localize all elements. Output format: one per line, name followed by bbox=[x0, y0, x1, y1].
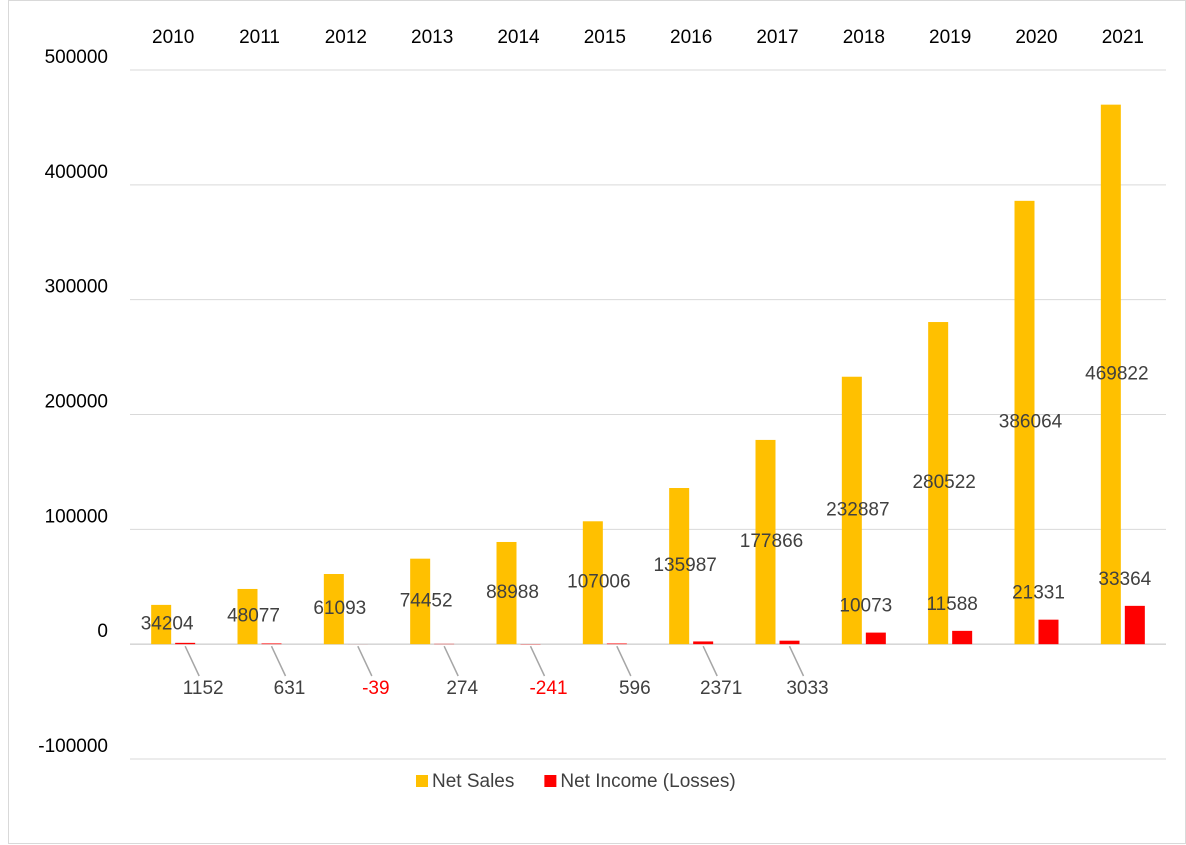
data-label: 61093 bbox=[313, 598, 366, 619]
chart-frame bbox=[8, 0, 1186, 844]
bar bbox=[496, 541, 517, 645]
data-label: 21331 bbox=[1012, 583, 1065, 604]
data-label: 10073 bbox=[839, 596, 892, 617]
bar bbox=[1014, 200, 1035, 645]
leader-line bbox=[270, 645, 287, 677]
data-label: 274 bbox=[446, 678, 478, 699]
y-tick-label: 400000 bbox=[45, 162, 108, 183]
bar bbox=[151, 604, 172, 645]
bar bbox=[1124, 605, 1145, 645]
bar bbox=[779, 640, 800, 645]
data-label: 74452 bbox=[400, 590, 453, 611]
bar bbox=[841, 376, 862, 645]
y-tick-label: -100000 bbox=[38, 736, 108, 757]
leader-line bbox=[529, 645, 546, 677]
x-tick-label: 2021 bbox=[1102, 27, 1144, 48]
leader-line bbox=[443, 645, 459, 677]
x-tick-label: 2019 bbox=[929, 27, 971, 48]
data-label: 386064 bbox=[999, 412, 1063, 433]
bar bbox=[865, 632, 886, 645]
data-label: -39 bbox=[362, 678, 389, 699]
bar bbox=[175, 642, 196, 645]
leader-line bbox=[357, 645, 373, 677]
bar bbox=[669, 488, 690, 645]
bar bbox=[410, 558, 431, 645]
bar bbox=[582, 521, 603, 645]
data-label: 11588 bbox=[926, 594, 977, 615]
data-label: 107006 bbox=[567, 572, 630, 593]
bar bbox=[755, 439, 776, 645]
legend-label: Net Sales bbox=[432, 771, 514, 792]
leader-line bbox=[616, 645, 632, 677]
data-label: 232887 bbox=[826, 499, 889, 520]
x-tick-label: 2011 bbox=[239, 27, 280, 48]
x-tick-label: 2018 bbox=[843, 27, 885, 48]
legend-swatch bbox=[416, 775, 428, 787]
data-label: 1152 bbox=[183, 678, 224, 699]
data-label: 596 bbox=[619, 678, 651, 699]
data-label: 34204 bbox=[141, 614, 194, 635]
leader-line bbox=[702, 645, 718, 677]
bar bbox=[606, 643, 627, 645]
data-label: 2371 bbox=[700, 678, 742, 699]
bar bbox=[323, 574, 344, 645]
bar bbox=[693, 641, 714, 645]
data-label: 177866 bbox=[740, 531, 803, 552]
data-label: 33364 bbox=[1098, 569, 1151, 590]
x-tick-label: 2016 bbox=[670, 27, 712, 48]
data-label: 135987 bbox=[653, 555, 716, 576]
x-tick-label: 2015 bbox=[584, 27, 626, 48]
x-tick-label: 2020 bbox=[1015, 27, 1057, 48]
y-tick-label: 300000 bbox=[45, 277, 108, 298]
data-label: -241 bbox=[529, 678, 567, 699]
bar bbox=[1038, 619, 1059, 645]
data-label: 469822 bbox=[1085, 363, 1148, 384]
leader-line bbox=[184, 645, 200, 677]
data-label: 48077 bbox=[227, 606, 280, 627]
data-label: 3033 bbox=[786, 678, 828, 699]
y-tick-label: 500000 bbox=[45, 47, 108, 68]
bar bbox=[237, 588, 258, 645]
data-label: 88988 bbox=[486, 582, 539, 603]
x-tick-label: 2014 bbox=[497, 27, 540, 48]
y-tick-label: 200000 bbox=[45, 392, 108, 413]
x-tick-label: 2013 bbox=[411, 27, 453, 48]
y-tick-label: 100000 bbox=[45, 506, 108, 527]
data-label: 631 bbox=[274, 678, 306, 699]
x-tick-label: 2012 bbox=[325, 27, 367, 48]
bar bbox=[952, 630, 973, 645]
data-label: 280522 bbox=[912, 472, 975, 493]
bar bbox=[261, 643, 282, 645]
bar bbox=[1100, 104, 1121, 645]
x-tick-label: 2017 bbox=[756, 27, 798, 48]
legend-swatch bbox=[544, 775, 557, 787]
y-tick-label: 0 bbox=[97, 621, 108, 642]
x-tick-label: 2010 bbox=[152, 27, 194, 48]
leader-line bbox=[788, 645, 805, 677]
bar bbox=[928, 322, 949, 645]
legend-label: Net Income (Losses) bbox=[560, 771, 735, 792]
